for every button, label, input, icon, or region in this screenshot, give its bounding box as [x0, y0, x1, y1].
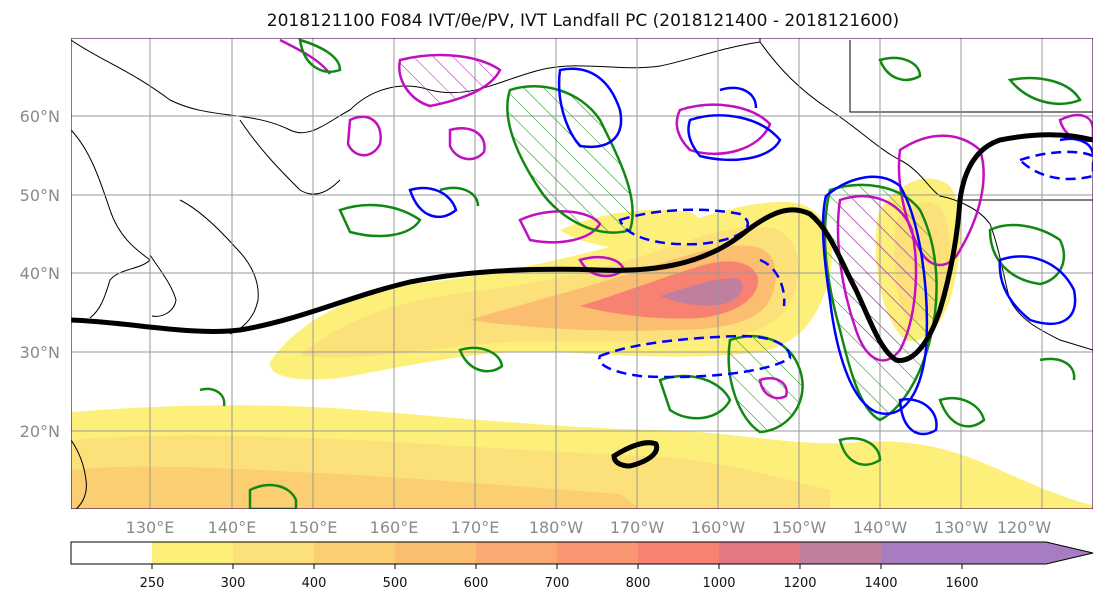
colorbar-segment [152, 542, 233, 564]
blue-contours [408, 67, 1093, 436]
lat-label-30n: 30°N [20, 343, 60, 362]
lon-label-170w: 170°W [610, 518, 665, 537]
colorbar-segment [719, 542, 800, 564]
colorbar-tick-1600: 1600 [945, 576, 978, 591]
colorbar-segment [800, 542, 881, 564]
colorbar-segment [314, 542, 395, 564]
lon-label-120w: 120°W [997, 518, 1052, 537]
lon-label-150w: 150°W [772, 518, 827, 537]
latitude-labels: 60°N 50°N 40°N 30°N 20°N [20, 107, 60, 441]
colorbar-tick-250: 250 [140, 576, 165, 591]
lon-label-160e: 160°E [370, 518, 419, 537]
green-contours [199, 38, 1082, 509]
lon-label-170e: 170°E [451, 518, 500, 537]
lat-label-60n: 60°N [20, 107, 60, 126]
colorbar-tick-1200: 1200 [783, 576, 816, 591]
colorbar-segment [557, 542, 638, 564]
colorbar-tick-1400: 1400 [864, 576, 897, 591]
colorbar-segment [71, 542, 152, 564]
colorbar-segment [233, 542, 314, 564]
colorbar-tick-600: 600 [464, 576, 489, 591]
longitude-labels: 130°E 140°E 150°E 160°E 170°E 180°W 170°… [126, 518, 1052, 537]
colorbar-tick-1000: 1000 [702, 576, 735, 591]
lat-label-50n: 50°N [20, 186, 60, 205]
figure-title: 2018121100 F084 IVT/θe/PV, IVT Landfall … [267, 11, 899, 31]
map-panel [71, 38, 1093, 509]
black-contours [71, 132, 1093, 469]
colorbar-tick-300: 300 [221, 576, 246, 591]
hatched-regions [399, 55, 937, 432]
lon-label-130e: 130°E [126, 518, 175, 537]
lon-label-140w: 140°W [853, 518, 908, 537]
colorbar-segment [881, 542, 962, 564]
magenta-contours [279, 38, 1093, 400]
lon-label-180w: 180°W [529, 518, 584, 537]
lat-label-40n: 40°N [20, 264, 60, 283]
colorbar: 250 300 400 500 600 700 800 1000 1200 14… [70, 541, 1094, 591]
colorbar-tick-500: 500 [383, 576, 408, 591]
colorbar-segment [638, 542, 719, 564]
colorbar-outline [70, 541, 1094, 565]
colorbar-tick-400: 400 [302, 576, 327, 591]
lon-label-150e: 150°E [289, 518, 338, 537]
colorbar-segment [476, 542, 557, 564]
lon-label-130w: 130°W [934, 518, 989, 537]
colorbar-extend-arrow [962, 542, 1093, 564]
colorbar-tick-700: 700 [545, 576, 570, 591]
colorbar-tick-800: 800 [626, 576, 651, 591]
lon-label-140e: 140°E [208, 518, 257, 537]
lat-label-20n: 20°N [20, 422, 60, 441]
lon-label-160w: 160°W [691, 518, 746, 537]
colorbar-segment [395, 542, 476, 564]
